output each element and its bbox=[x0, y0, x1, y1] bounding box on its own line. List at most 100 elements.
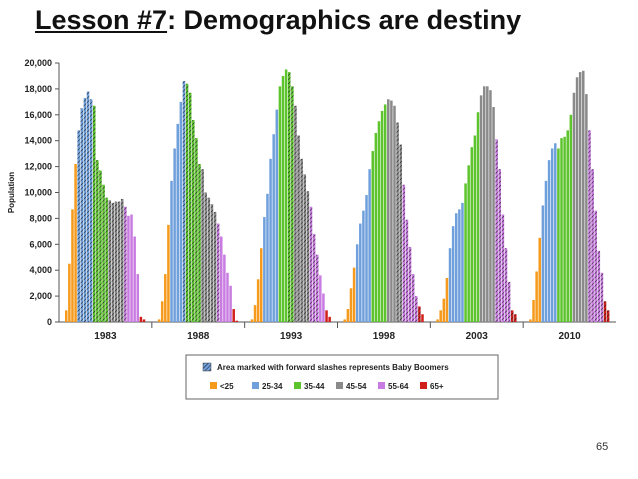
bar bbox=[105, 197, 108, 322]
bar bbox=[253, 305, 257, 322]
bar bbox=[232, 309, 235, 322]
bar bbox=[418, 306, 421, 322]
y-tick-label: 8,000 bbox=[29, 213, 52, 223]
bar bbox=[256, 279, 260, 322]
legend-label: 55-64 bbox=[388, 382, 409, 391]
bar bbox=[195, 138, 198, 322]
bar bbox=[71, 209, 74, 322]
bar bbox=[541, 205, 545, 322]
bar bbox=[489, 90, 492, 322]
bar bbox=[383, 104, 387, 322]
bar bbox=[127, 215, 130, 322]
bar bbox=[272, 134, 275, 322]
bar bbox=[359, 223, 362, 322]
bar bbox=[374, 132, 378, 322]
bar bbox=[563, 136, 566, 322]
bar bbox=[399, 144, 402, 322]
bar bbox=[170, 180, 173, 322]
bar bbox=[387, 99, 390, 322]
bar bbox=[294, 105, 297, 322]
bar bbox=[216, 223, 220, 322]
bar bbox=[80, 108, 84, 322]
bar bbox=[235, 320, 239, 322]
y-tick-label: 16,000 bbox=[24, 110, 52, 120]
bar bbox=[133, 236, 136, 322]
bar bbox=[547, 160, 551, 322]
bar bbox=[65, 310, 68, 322]
bar bbox=[157, 319, 161, 322]
y-tick-label: 10,000 bbox=[24, 188, 52, 198]
bar bbox=[442, 298, 446, 322]
bar bbox=[160, 301, 164, 322]
x-tick-label: 2010 bbox=[558, 331, 581, 342]
bar bbox=[204, 192, 207, 322]
x-tick-label: 1998 bbox=[373, 331, 396, 342]
bar bbox=[550, 148, 554, 322]
bar bbox=[108, 200, 112, 322]
legend-boomer-note: Area marked with forward slashes represe… bbox=[217, 363, 449, 372]
bar bbox=[291, 86, 294, 322]
bar bbox=[439, 310, 442, 322]
bar bbox=[309, 206, 313, 322]
bar bbox=[362, 210, 365, 322]
y-tick-label: 6,000 bbox=[29, 239, 52, 249]
bar bbox=[303, 174, 307, 322]
legend-swatch bbox=[378, 382, 385, 389]
bar bbox=[213, 211, 217, 322]
slide-title-lesson: Lesson #7 bbox=[35, 5, 168, 35]
population-chart-svg: 0 2,000 4,000 6,000 8,000 10,000 12,000 14,000 1… bbox=[7, 58, 616, 400]
bar bbox=[495, 139, 498, 322]
bar bbox=[390, 100, 393, 323]
bar bbox=[411, 274, 415, 322]
slide-title: Lesson #7: Demographics are destiny bbox=[35, 5, 521, 36]
bar bbox=[352, 267, 356, 322]
bar bbox=[591, 169, 594, 322]
legend-swatch bbox=[252, 382, 259, 389]
bar bbox=[188, 92, 192, 322]
bar bbox=[393, 105, 396, 322]
bar bbox=[207, 197, 211, 322]
bar bbox=[575, 77, 579, 322]
bar bbox=[560, 138, 563, 322]
legend-label: <25 bbox=[220, 382, 234, 391]
bar bbox=[408, 246, 412, 322]
bar bbox=[173, 148, 176, 322]
y-tick-label: 18,000 bbox=[24, 84, 52, 94]
bar bbox=[402, 184, 406, 322]
bar bbox=[328, 316, 331, 322]
bar bbox=[86, 91, 90, 322]
bar bbox=[229, 285, 232, 322]
bar bbox=[300, 158, 303, 322]
bar bbox=[445, 277, 449, 322]
bar bbox=[421, 314, 424, 322]
bar bbox=[315, 254, 319, 322]
bar bbox=[461, 202, 464, 322]
bar bbox=[223, 254, 226, 322]
bar bbox=[582, 70, 585, 322]
y-tick-label: 2,000 bbox=[29, 291, 52, 301]
bar bbox=[377, 121, 381, 323]
bar bbox=[396, 122, 399, 322]
bar bbox=[312, 233, 316, 322]
y-tick-label: 4,000 bbox=[29, 265, 52, 275]
bar bbox=[343, 319, 347, 322]
bar bbox=[470, 147, 474, 322]
bar bbox=[371, 151, 374, 322]
bar bbox=[415, 296, 418, 322]
bar bbox=[210, 204, 214, 322]
population-chart: 0 2,000 4,000 6,000 8,000 10,000 12,000 14,000 1… bbox=[0, 45, 636, 413]
y-tick-label: 14,000 bbox=[24, 136, 52, 146]
bar bbox=[458, 209, 461, 322]
legend-box bbox=[185, 354, 499, 400]
legend-swatch bbox=[336, 382, 343, 389]
legend-hatch-swatch bbox=[202, 362, 212, 372]
bar bbox=[578, 72, 582, 322]
bar bbox=[319, 275, 322, 322]
bar bbox=[486, 86, 489, 322]
bar bbox=[454, 213, 458, 322]
bar bbox=[603, 301, 607, 322]
x-tick-label: 1983 bbox=[94, 331, 117, 342]
bar bbox=[201, 169, 204, 322]
bar bbox=[535, 271, 538, 322]
bar bbox=[600, 272, 604, 322]
